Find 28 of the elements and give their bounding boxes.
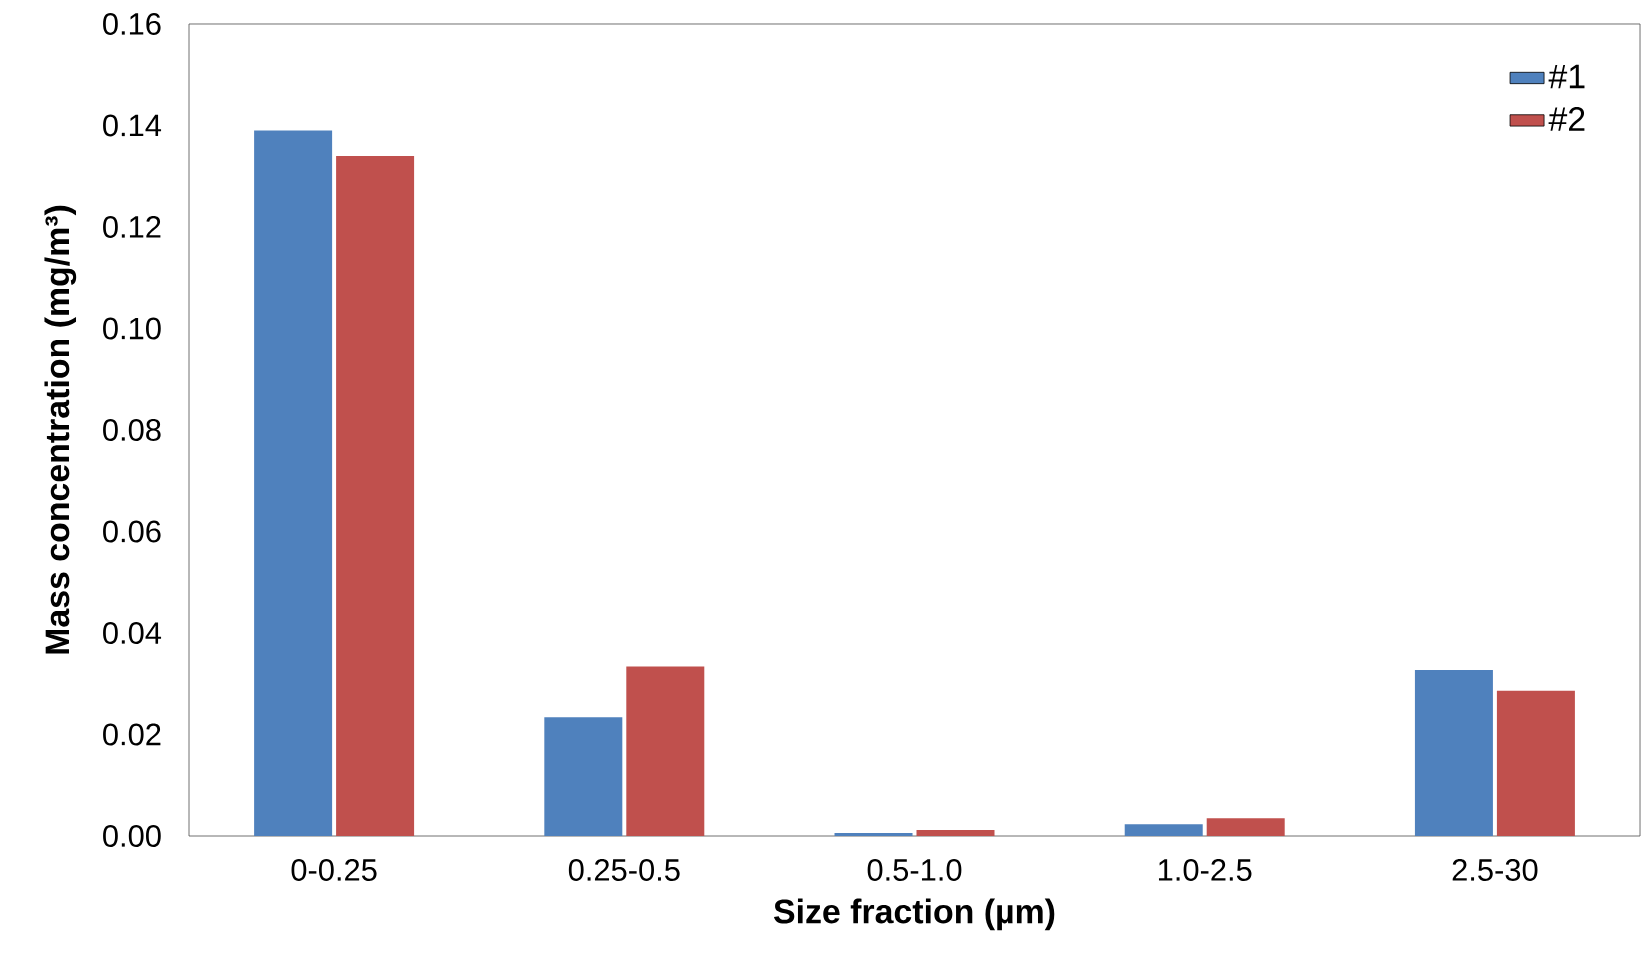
legend-label: #2 [1548, 107, 1585, 131]
bar [336, 155, 415, 836]
y-tick-label: 0.04 [103, 622, 162, 644]
y-tick-label: 0.02 [103, 723, 161, 746]
y-tick-label: 0.06 [103, 520, 161, 543]
x-tick-label: 0.5-1.0 [867, 859, 962, 881]
bar [544, 717, 623, 836]
y-tick-label: 0.00 [103, 825, 161, 847]
legend-label: #1 [1548, 64, 1585, 89]
bar [916, 829, 995, 836]
bar [1206, 818, 1285, 836]
y-tick-label: 0.14 [103, 114, 162, 137]
y-tick-label: 0.10 [103, 317, 161, 340]
y-tick-label: 0.08 [103, 419, 161, 441]
y-tick-label: 0.16 [103, 13, 161, 35]
y-axis-title: Mass concentration (mg/m³) [44, 205, 77, 654]
bar [1124, 824, 1203, 836]
bar [254, 130, 333, 836]
bar [1414, 670, 1493, 836]
bar [834, 832, 913, 836]
x-axis-title: Size fraction (µm) [773, 898, 1055, 931]
x-tick-label: 2.5-30 [1452, 859, 1538, 881]
y-tick-label: 0.12 [103, 216, 161, 238]
bar [626, 666, 705, 836]
x-tick-label: 0-0.25 [291, 859, 377, 881]
x-tick-label: 1.0-2.5 [1158, 859, 1252, 881]
bar [1496, 690, 1575, 836]
x-tick-label: 0.25-0.5 [568, 859, 680, 881]
